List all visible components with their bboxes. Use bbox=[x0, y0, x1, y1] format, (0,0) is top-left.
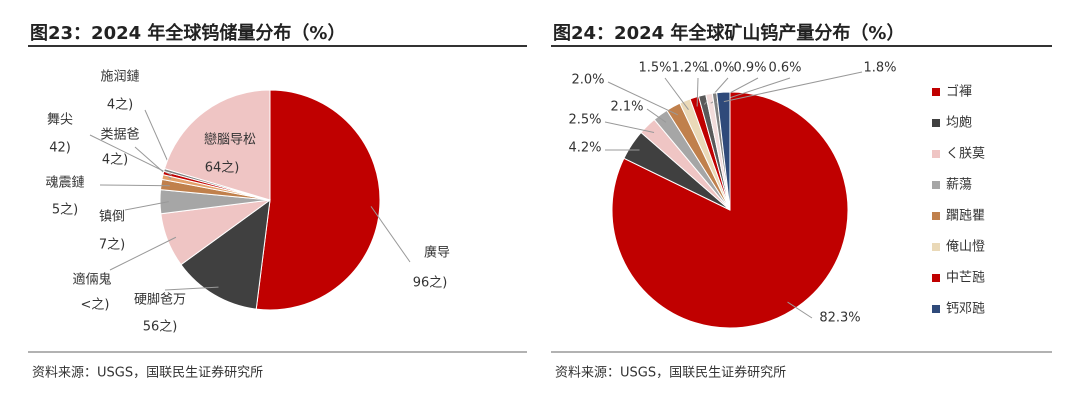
slice-sublabel: 5之) bbox=[52, 203, 78, 218]
data-label: 1.8% bbox=[863, 61, 896, 76]
slice-sublabel: 96之) bbox=[413, 276, 448, 291]
legend-swatch bbox=[932, 88, 940, 96]
slice-label: 硬脚爸万 bbox=[134, 292, 186, 308]
legend-label: ゴ褌 bbox=[946, 84, 972, 100]
legend-label: 薪蕩 bbox=[946, 178, 972, 193]
legend-swatch bbox=[932, 243, 940, 251]
legend-swatch bbox=[932, 274, 940, 282]
source-note: 资料来源：USGS，国联民生证券研究所 bbox=[555, 365, 786, 381]
slice-sublabel: 64之) bbox=[205, 161, 240, 176]
legend-swatch bbox=[932, 212, 940, 220]
legend-swatch bbox=[932, 181, 940, 189]
slice-label: 廣导 bbox=[424, 246, 450, 261]
slice-label: 镇倒 bbox=[99, 210, 125, 225]
slice-label: 类据爸 bbox=[100, 128, 139, 143]
data-label: 0.9% bbox=[733, 61, 766, 76]
slice-label: 戀腦导松 bbox=[204, 132, 256, 148]
legend-label: く朕莫 bbox=[946, 147, 985, 162]
slice-label: 舞尖 bbox=[47, 113, 73, 128]
data-label: 1.2% bbox=[671, 61, 704, 76]
data-label: 2.5% bbox=[568, 113, 601, 128]
legend-label: 钙邓瓲 bbox=[946, 302, 985, 317]
slice-label: 魂震鏈 bbox=[45, 175, 84, 191]
data-label: 4.2% bbox=[568, 141, 601, 156]
pie-slice bbox=[256, 90, 380, 310]
data-label: 1.0% bbox=[701, 61, 734, 76]
data-label: 2.0% bbox=[571, 73, 604, 88]
slice-sublabel: 42) bbox=[49, 141, 71, 156]
chart-title: 图24：2024 年全球矿山钨产量分布（%） bbox=[553, 22, 904, 44]
legend-label: 俺山憕 bbox=[946, 240, 985, 255]
legend-label: 中芒瓲 bbox=[946, 270, 985, 286]
leader-line bbox=[100, 185, 170, 186]
slice-sublabel: 56之) bbox=[143, 320, 178, 335]
slice-sublabel: 7之) bbox=[99, 238, 125, 253]
chart-title: 图23：2024 年全球钨储量分布（%） bbox=[30, 22, 345, 44]
slice-label: 適倆鬼 bbox=[72, 272, 111, 288]
slice-label: 施润鏈 bbox=[100, 70, 139, 85]
source-note: 资料来源：USGS，国联民生证券研究所 bbox=[32, 365, 263, 381]
data-label: 0.6% bbox=[768, 61, 801, 76]
legend-label: 均皰 bbox=[946, 116, 972, 131]
data-label: 2.1% bbox=[610, 100, 643, 115]
slice-sublabel: <之) bbox=[81, 298, 110, 313]
slice-sublabel: 4之) bbox=[102, 153, 128, 168]
data-label: 1.5% bbox=[638, 61, 671, 76]
slice-sublabel: 4之) bbox=[107, 98, 133, 113]
leader-line bbox=[724, 72, 862, 102]
legend-swatch bbox=[932, 150, 940, 158]
data-label: 82.3% bbox=[819, 311, 860, 326]
leader-line bbox=[371, 206, 410, 262]
legend-label: 躙瓲瞿 bbox=[946, 209, 985, 224]
legend-swatch bbox=[932, 305, 940, 313]
legend-swatch bbox=[932, 119, 940, 127]
